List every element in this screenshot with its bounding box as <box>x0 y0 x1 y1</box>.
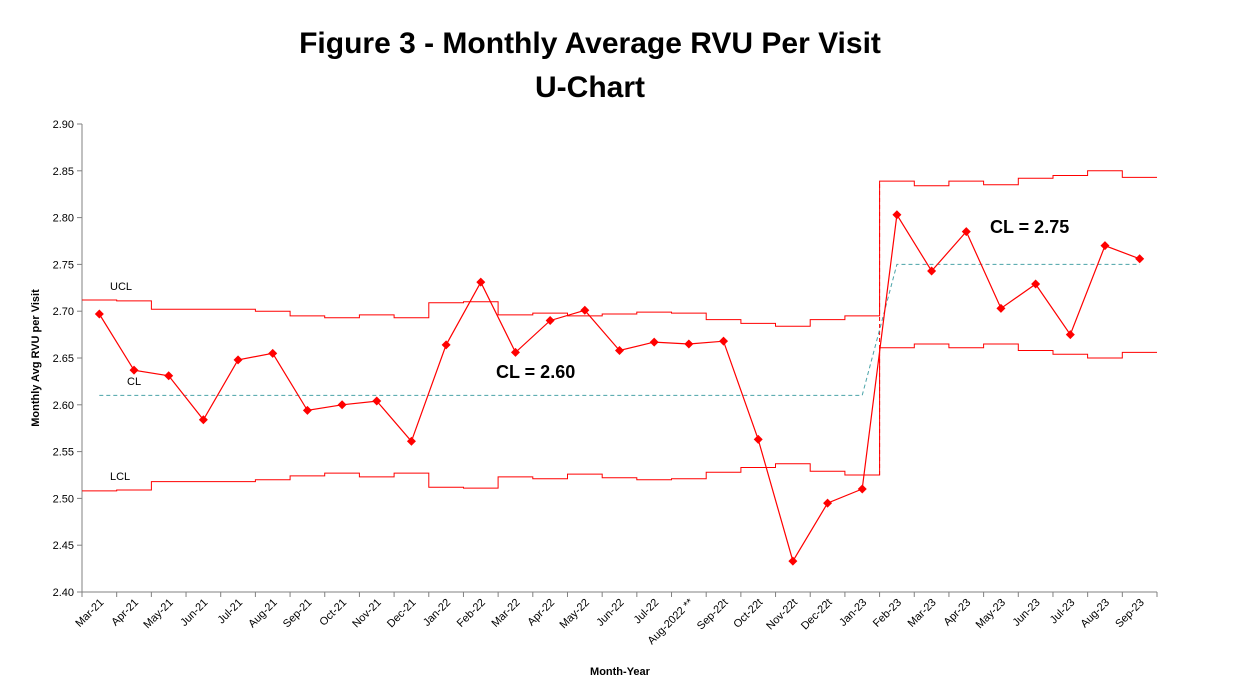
data-point <box>823 498 833 508</box>
x-tick-label: Oct-22t <box>731 597 765 631</box>
x-tick-label: Jun-21 <box>178 597 210 629</box>
data-point <box>164 371 174 381</box>
chart-title: Figure 3 - Monthly Average RVU Per Visit <box>299 27 881 60</box>
data-point <box>441 340 451 350</box>
control-limits <box>82 170 1157 492</box>
x-axis-title: Month-Year <box>590 666 651 678</box>
lcl-label: LCL <box>110 471 130 483</box>
data-point <box>476 277 486 287</box>
data-point <box>719 336 729 346</box>
x-tick-label: Jul-21 <box>215 597 245 627</box>
x-tick-label: Dec-22t <box>799 597 835 633</box>
x-tick-label: May-23 <box>974 597 1008 631</box>
y-tick-label: 2.50 <box>53 493 74 505</box>
data-point <box>857 484 867 494</box>
x-tick-label: Sep-22t <box>695 597 731 633</box>
lcl-line <box>82 343 1157 492</box>
data-point <box>1100 241 1110 251</box>
cl-annotation-baseline: CL = 2.60 <box>496 362 575 382</box>
x-axis: Mar-21 Apr-21 May-21 Jun-21 Jul-21 Aug-21 Sep-… <box>73 591 1158 647</box>
x-tick-label: Jun-22 <box>594 597 626 629</box>
x-tick-label: Mar-22 <box>489 597 522 630</box>
x-tick-label: Nov-21 <box>350 597 384 631</box>
x-tick-label: Sep-21 <box>281 597 315 631</box>
data-point <box>406 436 416 446</box>
x-tick-label: Feb-23 <box>871 597 904 630</box>
x-tick-label: Mar-21 <box>73 597 106 630</box>
y-tick-label: 2.45 <box>53 540 74 552</box>
x-tick-label: Dec-21 <box>385 597 419 631</box>
data-point <box>649 337 659 347</box>
x-tick-label: Nov-22t <box>764 597 800 633</box>
data-point <box>1031 279 1041 289</box>
data-series <box>94 210 1145 566</box>
data-point <box>788 556 798 566</box>
data-point <box>268 348 278 358</box>
x-tick-label: Feb-22 <box>455 597 488 630</box>
chart-subtitle: U-Chart <box>535 71 645 104</box>
cl-label: CL <box>127 376 141 388</box>
data-point <box>996 303 1006 313</box>
y-tick-label: 2.70 <box>53 306 74 318</box>
y-axis-title: Monthly Avg RVU per Visit <box>30 289 42 427</box>
data-point <box>94 309 104 319</box>
x-tick-label: May-22 <box>558 597 592 631</box>
data-point <box>372 396 382 406</box>
data-point <box>510 347 520 357</box>
data-point <box>753 434 763 444</box>
x-tick-label: Apr-22 <box>525 597 557 629</box>
y-tick-label: 2.80 <box>53 213 74 225</box>
data-point <box>615 346 624 356</box>
y-axis: 2.40 2.45 2.50 2.55 2.60 2.65 2.70 2.75 2.80 2.85… <box>53 119 83 599</box>
cl-annotation-post: CL = 2.75 <box>990 217 1069 237</box>
data-point <box>684 339 694 349</box>
x-tick-label: Jun-23 <box>1010 597 1042 629</box>
y-tick-label: 2.55 <box>53 447 74 459</box>
x-tick-label: Jan-23 <box>837 597 869 629</box>
y-tick-label: 2.85 <box>53 166 74 178</box>
y-tick-label: 2.75 <box>53 259 74 271</box>
data-point <box>545 316 555 326</box>
x-tick-label: Aug-23 <box>1079 597 1113 631</box>
data-point <box>1065 330 1075 340</box>
data-point <box>961 227 971 237</box>
data-point <box>927 266 937 276</box>
x-tick-label: Jan-22 <box>421 597 453 629</box>
data-point <box>892 210 902 220</box>
x-tick-label: Aug-21 <box>246 597 280 631</box>
y-tick-label: 2.65 <box>53 353 74 365</box>
data-point <box>580 305 590 315</box>
data-point <box>129 365 139 375</box>
x-tick-label: Oct-21 <box>317 597 349 629</box>
data-point <box>1135 254 1145 264</box>
y-tick-label: 2.60 <box>53 400 74 412</box>
x-tick-label: Apr-23 <box>942 597 974 629</box>
x-tick-label: Sep-23 <box>1113 597 1147 631</box>
ucl-line <box>82 170 1157 327</box>
x-tick-label: Mar-23 <box>906 597 939 630</box>
data-point <box>233 355 243 365</box>
x-tick-label: Apr-21 <box>109 597 141 629</box>
y-tick-label: 2.90 <box>53 119 74 131</box>
y-tick-label: 2.40 <box>53 587 74 599</box>
data-line <box>98 213 1140 563</box>
data-point <box>198 415 208 425</box>
center-line <box>99 263 1140 396</box>
data-point <box>337 400 347 410</box>
x-tick-label: Jul-23 <box>1048 597 1078 627</box>
data-point <box>302 405 312 415</box>
ucl-label: UCL <box>110 281 132 293</box>
x-tick-label: Jul-22 <box>632 597 662 627</box>
x-tick-label: May-21 <box>141 597 175 631</box>
